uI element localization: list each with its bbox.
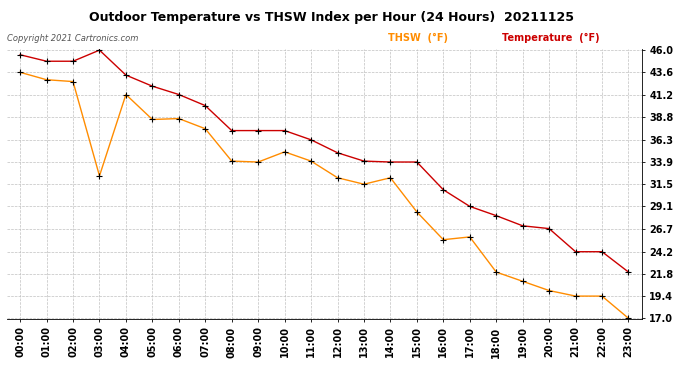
Text: THSW  (°F): THSW (°F) (388, 33, 448, 44)
Text: Copyright 2021 Cartronics.com: Copyright 2021 Cartronics.com (7, 34, 138, 44)
Text: Temperature  (°F): Temperature (°F) (502, 33, 600, 44)
Text: Outdoor Temperature vs THSW Index per Hour (24 Hours)  20211125: Outdoor Temperature vs THSW Index per Ho… (89, 11, 573, 24)
